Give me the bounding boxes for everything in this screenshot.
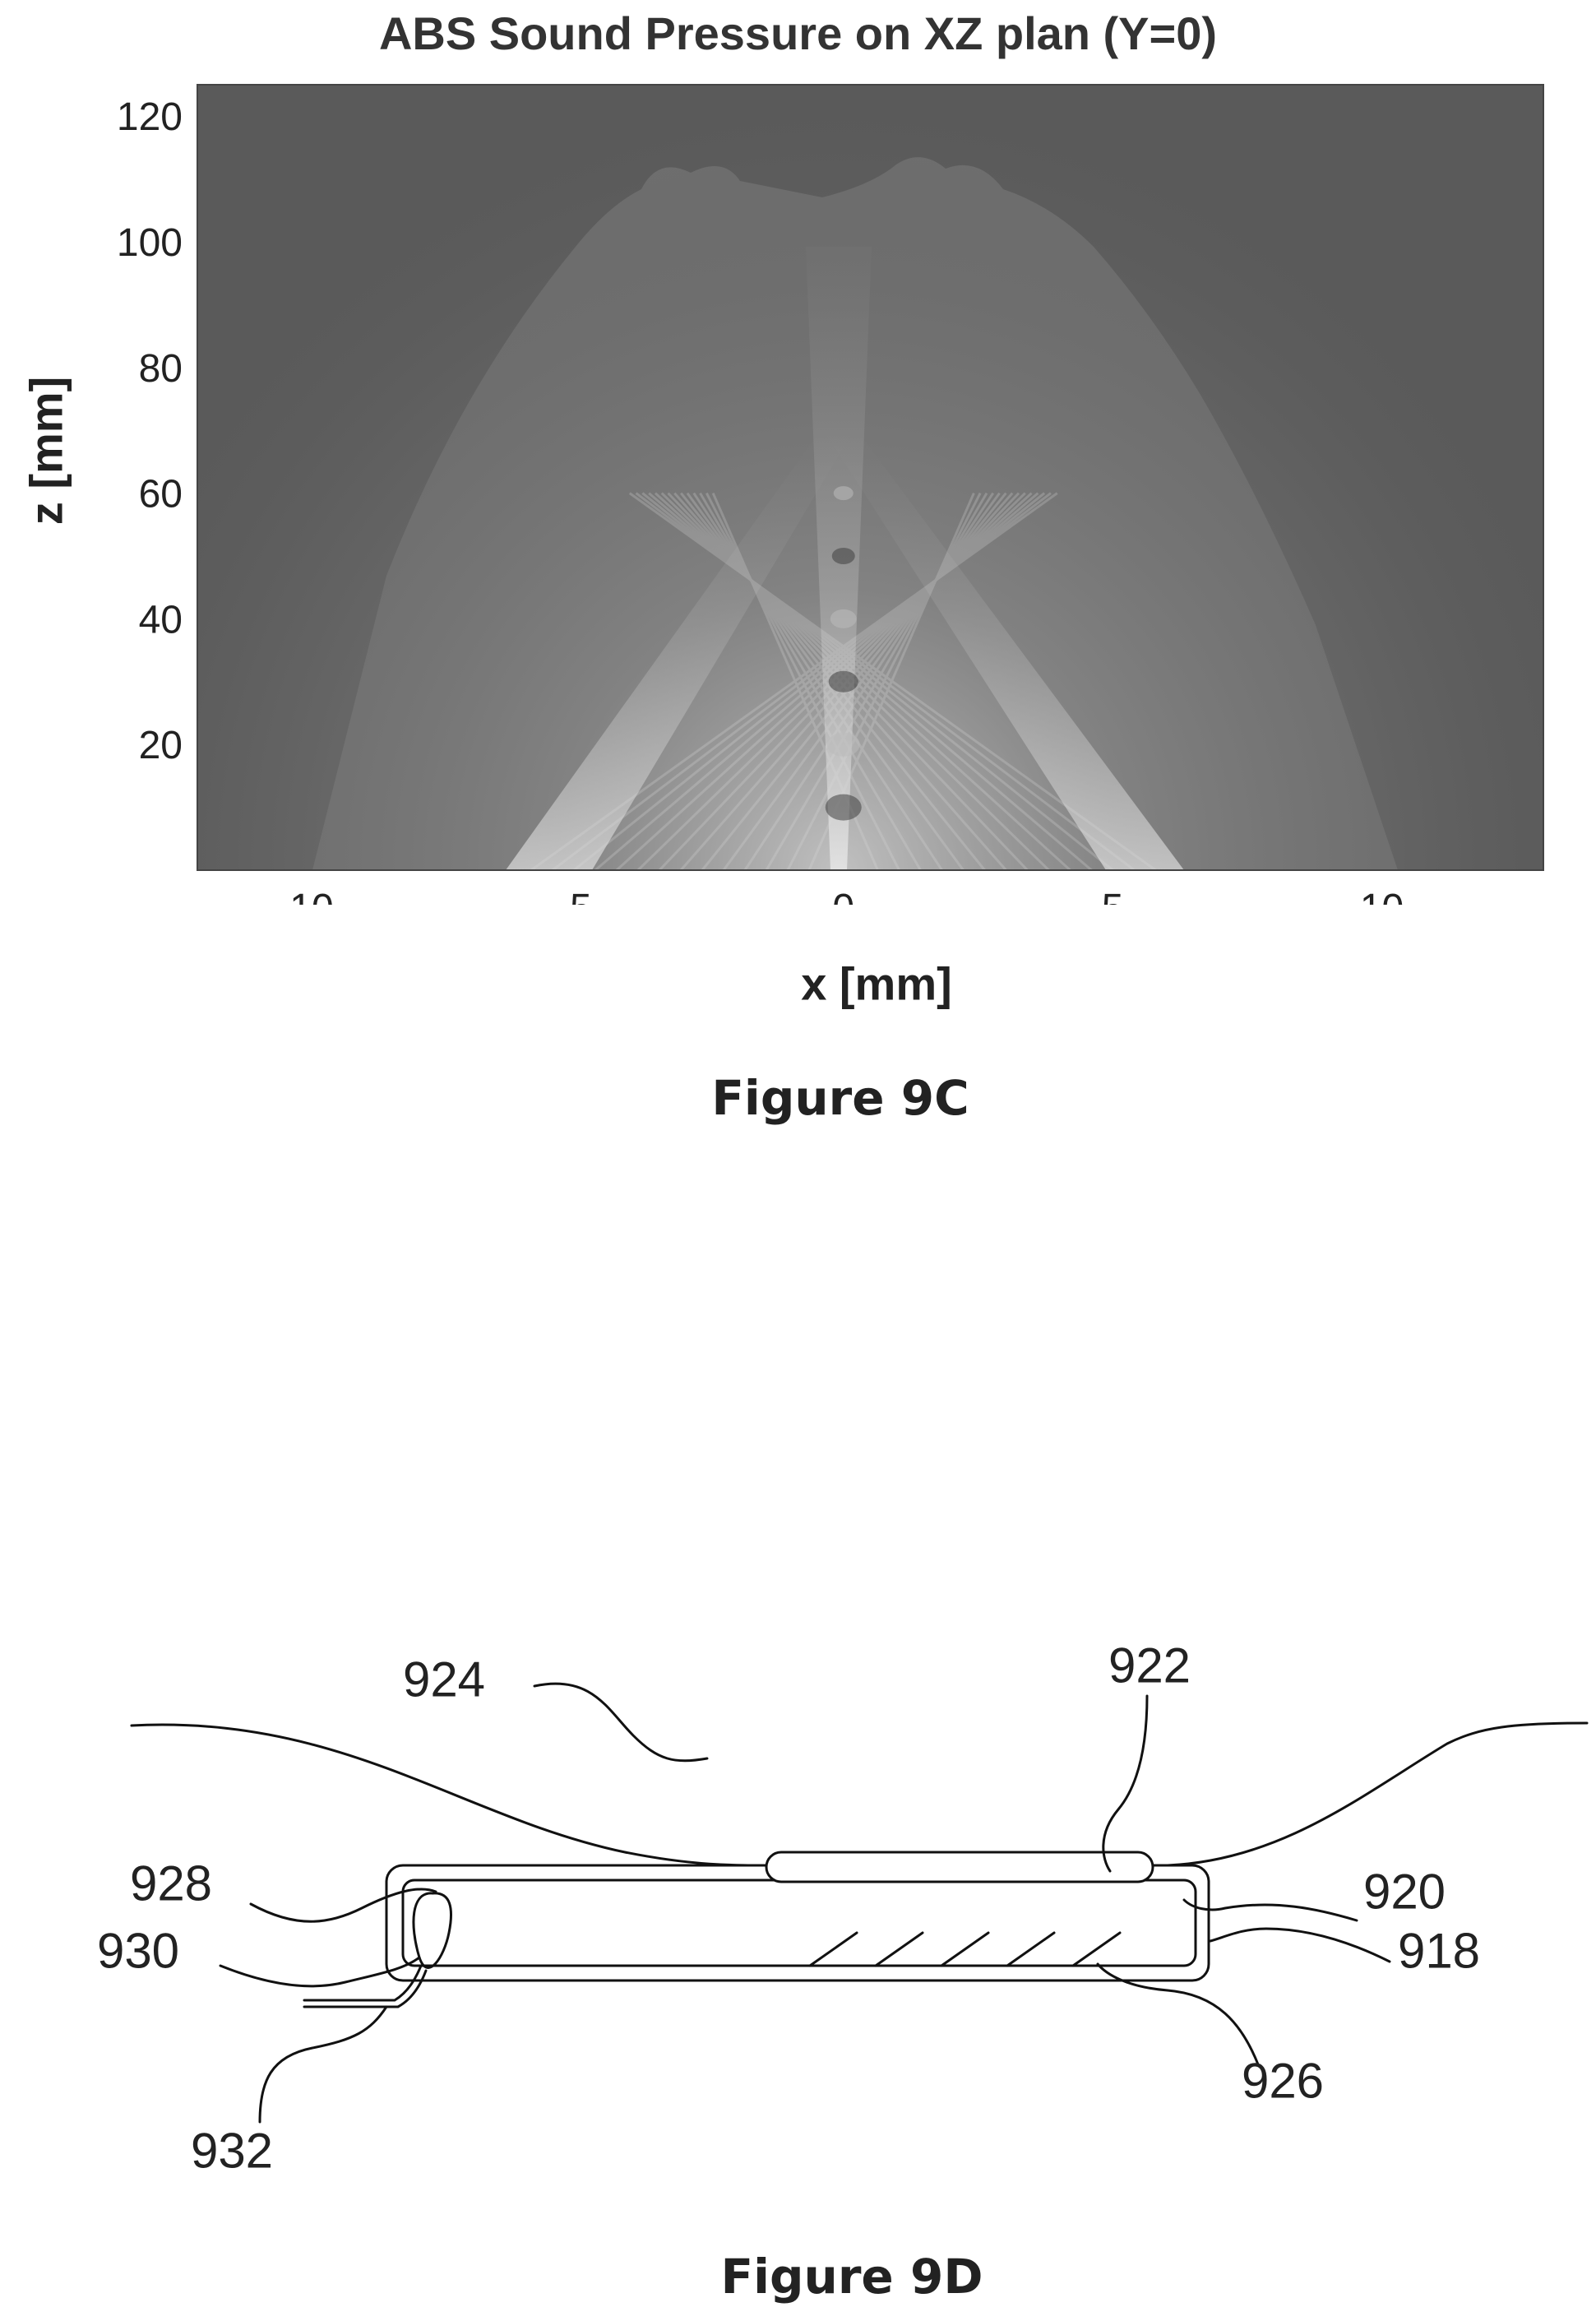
ref-label-922: 922 [1108,1638,1191,1693]
interference-line [635,492,1136,870]
interference-line [692,492,943,870]
ref-label-928: 928 [129,1855,213,1911]
x-tick-label: -5 [557,887,592,905]
interference-line [765,492,988,870]
plot-frame [197,84,1544,871]
interference-line [686,492,965,870]
interference-line [705,492,900,870]
interference-line [594,492,1039,870]
x-axis-label: x [mm] [801,957,952,1010]
leader-920 [1182,1898,1358,1922]
inner-component-loop [412,1892,452,1969]
figure-9d-caption: Figure 9D [720,2249,983,2305]
focal-spot [833,486,854,501]
interference-line [573,492,1046,870]
leader-932 [258,2005,388,2124]
leader-928 [249,1888,437,1923]
interference-line [699,492,922,870]
interference-pattern [530,492,1157,870]
beam-left [506,428,855,870]
y-tick-label: 40 [139,598,183,642]
sound-pressure-heatmap: -10 -5 0 5 10 20 40 60 80 100 120 [117,84,1544,905]
x-tick-label: -10 [276,887,333,905]
x-tick-label: 5 [1102,887,1124,905]
interference-line [648,492,1093,870]
figure-9c-caption: Figure 9C [711,1070,969,1126]
y-tick-label: 100 [117,221,183,265]
x-tick-label: 10 [1360,887,1404,905]
focal-spot [830,609,857,628]
y-tick-label: 20 [139,724,183,767]
interference-line [654,492,1071,870]
skin-surface-line [130,1721,1589,1867]
focal-spot [828,670,858,693]
y-tick-label: 120 [117,95,183,139]
x-axis-ticks: -10 -5 0 5 10 [276,887,1404,905]
cable [303,1964,423,2002]
interference-line [628,492,1157,870]
interference-line [615,492,1033,870]
leader-926 [1096,1962,1260,2066]
focal-spot [831,548,855,564]
ref-label-918: 918 [1397,1923,1481,1979]
y-tick-label: 60 [139,473,183,517]
y-tick-label: 80 [139,347,183,391]
device-outer-housing [385,1864,1210,1982]
interference-line [552,492,1052,870]
focal-spot [826,732,860,757]
chart-title: ABS Sound Pressure on XZ plan (Y=0) [378,7,1218,59]
focal-spot [825,794,862,821]
device-inner-housing [401,1879,1197,1967]
ref-label-926: 926 [1241,2053,1325,2109]
ref-label-924: 924 [402,1652,486,1707]
hatch-marks-926 [808,1931,1122,1967]
interference-line [786,492,982,870]
ref-label-932: 932 [190,2123,274,2179]
interference-line [722,492,1001,870]
leader-918 [1209,1927,1391,1963]
leader-924 [533,1682,709,1763]
beam-right [822,428,1184,870]
x-tick-label: 0 [832,887,854,905]
ref-label-930: 930 [96,1923,180,1979]
leader-922 [1102,1694,1149,1873]
interference-line [530,492,1058,870]
focal-spots [825,486,862,821]
cable-2 [303,1969,428,2008]
y-axis-ticks: 20 40 60 80 100 120 [117,95,183,767]
ref-label-920: 920 [1362,1864,1446,1920]
transducer-element [765,1851,1154,1883]
interference-line [641,492,1114,870]
y-axis-label: z [mm] [20,376,72,526]
interference-line [743,492,995,870]
leader-930 [219,1956,421,1988]
